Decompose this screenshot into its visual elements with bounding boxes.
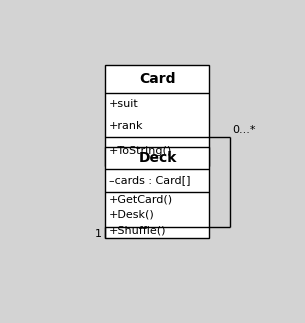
- Text: +rank: +rank: [109, 121, 144, 131]
- Bar: [106, 65, 210, 166]
- Text: +GetCard(): +GetCard(): [109, 194, 173, 204]
- Text: +Desk(): +Desk(): [109, 210, 155, 220]
- Bar: [106, 147, 210, 238]
- Text: +Shuffle(): +Shuffle(): [109, 225, 167, 235]
- Text: –cards : Card[]: –cards : Card[]: [109, 175, 191, 185]
- Text: 1: 1: [95, 229, 102, 239]
- Text: Card: Card: [139, 72, 176, 86]
- Text: 0...*: 0...*: [232, 124, 256, 134]
- Text: +suit: +suit: [109, 99, 139, 109]
- Text: +ToString(): +ToString(): [109, 146, 172, 156]
- Text: Deck: Deck: [138, 151, 177, 165]
